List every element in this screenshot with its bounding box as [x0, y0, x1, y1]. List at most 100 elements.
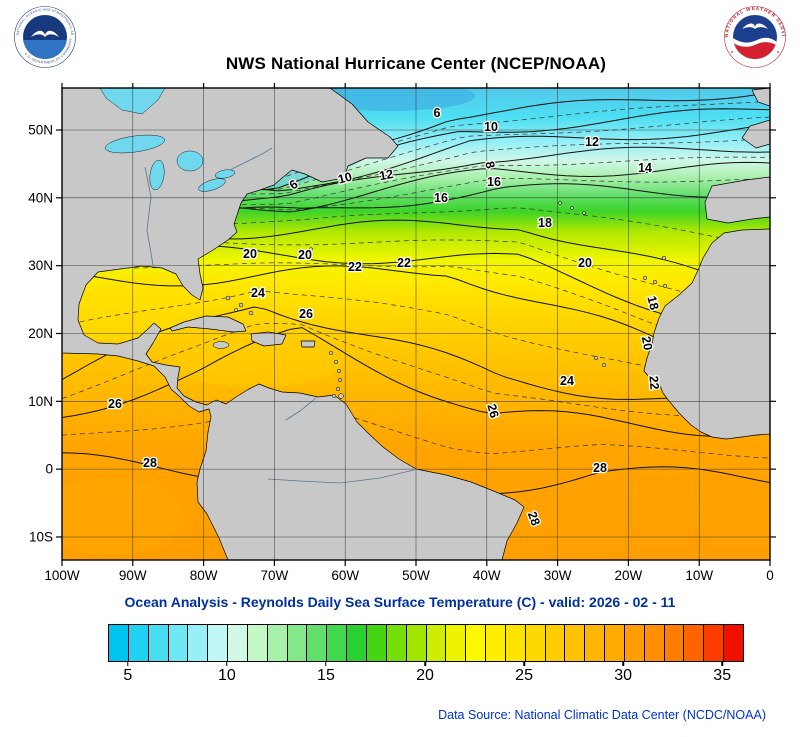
- landmass: [62, 88, 525, 560]
- landmass: [250, 331, 287, 347]
- isotherm-label: 16: [434, 191, 448, 205]
- colorbar-tickmark: [622, 662, 624, 666]
- island: [328, 350, 334, 356]
- noaa-logo: NATIONAL OCEANIC AND ATMOSPHERIC ADMINIS…: [14, 6, 76, 68]
- sst-map: 50N 40N 30N 20N 10N 0 10S 100W 90W 80W 70W 60W 50W 40…: [28, 83, 776, 583]
- lon-tick-label: 30W: [544, 568, 572, 583]
- colorbar-segment: [525, 625, 546, 661]
- lon-tick-label: 40W: [473, 568, 501, 583]
- colorbar-segment: [188, 625, 209, 661]
- colorbar: [108, 624, 744, 662]
- colorbar-segment: [287, 625, 308, 661]
- river: [229, 147, 273, 171]
- lon-tick-label: 90W: [119, 568, 147, 583]
- island: [337, 377, 343, 383]
- colorbar-segment: [426, 625, 447, 661]
- isotherm-label: 20: [639, 335, 655, 351]
- lon-tick-label: 20W: [615, 568, 643, 583]
- island: [661, 255, 667, 261]
- isotherm-label: 22: [646, 375, 661, 390]
- noaa-sea-shape: [23, 40, 67, 59]
- colorbar-scale: 5 10 15 20 25 30 35: [108, 662, 742, 690]
- lon-tick-label: 10W: [685, 568, 713, 583]
- great-lake: [105, 134, 165, 154]
- isotherm-dashed: [62, 323, 770, 421]
- colorbar-segment: [684, 625, 705, 661]
- colorbar-tick-label: 15: [317, 667, 335, 684]
- island: [593, 355, 599, 361]
- isotherm-label: 24: [251, 286, 265, 300]
- island: [248, 310, 254, 316]
- isotherm-label: 28: [593, 461, 607, 475]
- colorbar-tickmark: [721, 662, 723, 666]
- isotherm-label: 26: [108, 397, 122, 411]
- island: [333, 359, 339, 365]
- island: [642, 275, 648, 281]
- isotherm-label: 12: [585, 135, 599, 149]
- colorbar-segment: [247, 625, 268, 661]
- colorbar-segment: [208, 625, 229, 661]
- colorbar-tick-label: 30: [614, 667, 633, 684]
- colorbar-segment: [644, 625, 665, 661]
- landmass: [704, 176, 770, 224]
- lon-tick-label: 50W: [402, 568, 430, 583]
- colorbar-segment: [148, 625, 169, 661]
- lat-tick-label: 40N: [28, 190, 53, 205]
- island: [336, 368, 342, 374]
- lat-tick-label: 20N: [28, 326, 53, 341]
- isotherm-label: 26: [299, 307, 313, 321]
- axis-ticks: [56, 83, 776, 566]
- isotherm-label: 26: [484, 402, 501, 419]
- colorbar-segment: [545, 625, 566, 661]
- colorbar-segment: [565, 625, 586, 661]
- isotherm-label: 24: [560, 374, 574, 388]
- island: [662, 283, 668, 289]
- colorbar-tick-label: 20: [416, 667, 434, 684]
- colorbar-segment: [168, 625, 189, 661]
- landmass: [300, 340, 316, 348]
- island: [601, 362, 607, 368]
- colorbar-segment: [624, 625, 645, 661]
- colorbar-segment: [446, 625, 467, 661]
- colorbar-segment: [585, 625, 606, 661]
- colorbar-segment: [724, 625, 743, 661]
- island: [335, 386, 341, 392]
- colorbar-segment: [406, 625, 427, 661]
- island: [238, 302, 244, 308]
- lat-tick-label: 10S: [29, 529, 53, 544]
- great-lake: [149, 159, 165, 191]
- river: [285, 397, 317, 421]
- isotherm-label: 28: [143, 456, 157, 470]
- isotherm-label: 16: [487, 175, 501, 189]
- colorbar-segment: [505, 625, 526, 661]
- great-lake: [198, 178, 226, 192]
- isotherm-label: 20: [298, 248, 312, 262]
- great-lake: [214, 169, 236, 179]
- lat-tick-label: 30N: [28, 258, 53, 273]
- lon-tick-label: 60W: [331, 568, 359, 583]
- hudson-bay: [99, 88, 166, 115]
- island: [582, 211, 586, 215]
- lon-tick-label: 70W: [261, 568, 289, 583]
- colorbar-tick-label: 35: [713, 667, 732, 684]
- colorbar-tick-label: 5: [123, 667, 133, 684]
- colorbar-segment: [366, 625, 387, 661]
- lat-tick-label: 10N: [28, 394, 53, 409]
- colorbar-tickmark: [523, 662, 525, 666]
- isotherm-label: 22: [397, 256, 411, 270]
- landmass: [741, 119, 770, 149]
- colorbar-segment: [267, 625, 288, 661]
- nws-logo: NATIONAL WEATHER SERVICE: [724, 6, 786, 68]
- isotherm-label: 14: [638, 161, 652, 175]
- map-caption: Ocean Analysis - Reynolds Daily Sea Surf…: [124, 594, 676, 610]
- noaa-gull-icon: [31, 30, 59, 37]
- colorbar-segment: [466, 625, 487, 661]
- landmass: [643, 228, 770, 440]
- nws-stripes: [733, 37, 777, 59]
- colorbar-tickmark: [325, 662, 327, 666]
- island: [309, 247, 313, 251]
- data-source-text: Data Source: National Climatic Data Cent…: [438, 708, 766, 722]
- island: [570, 206, 574, 210]
- colorbar-segment: [347, 625, 367, 661]
